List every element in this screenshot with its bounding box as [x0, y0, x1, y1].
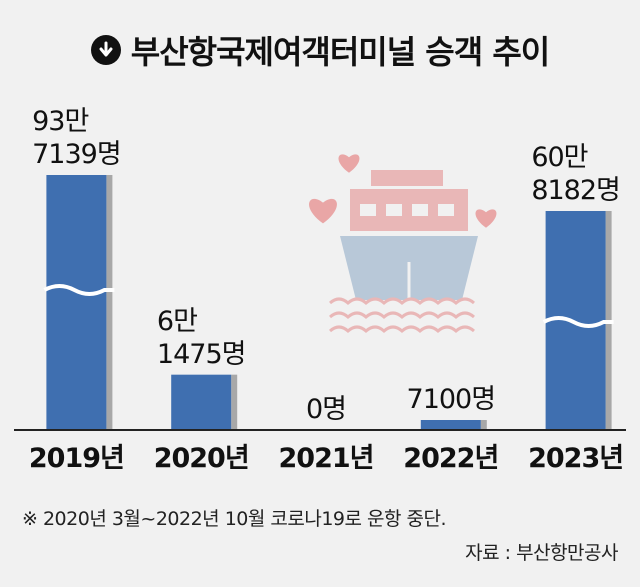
bar [46, 175, 107, 430]
chart-title-row: 부산항국제여객터미널 승객 추이 [0, 28, 640, 72]
chart-title: 부산항국제여객터미널 승객 추이 [130, 33, 550, 71]
ship-window [438, 204, 454, 216]
axis-break-mark [43, 284, 115, 296]
heart-icon [309, 198, 337, 224]
wave-line [329, 311, 475, 320]
bar-shadow [231, 374, 238, 430]
ship-funnel [371, 170, 443, 186]
data-label-line: 1475명 [156, 338, 247, 370]
data-label: 60만 8182명 [531, 141, 621, 207]
x-tick-label: 2020년 [153, 443, 250, 474]
wave-line [329, 325, 475, 334]
data-label: 7100명 [406, 383, 497, 416]
axis-break-mark [542, 316, 614, 328]
ship-window [386, 204, 402, 216]
x-tick-label: 2023년 [528, 443, 624, 474]
bars-group [43, 175, 614, 430]
bar [545, 211, 606, 430]
bar [420, 420, 481, 430]
data-label: 93만 7139명 [32, 105, 122, 171]
data-label-line: 6만 [156, 305, 198, 337]
heart-icon [338, 154, 360, 173]
source-credit: 자료 : 부산항만공사 [465, 542, 618, 564]
data-label-line: 60만 [531, 142, 588, 173]
bar-shadow [106, 175, 113, 430]
x-tick-label: 2021년 [278, 443, 375, 474]
footnote: ※ 2020년 3월~2022년 10월 코로나19로 운항 중단. [22, 508, 447, 530]
ship-illustration [309, 154, 497, 334]
wave-line [329, 297, 475, 306]
ship-window [412, 204, 428, 216]
heart-icon [475, 209, 497, 228]
x-tick-label: 2019년 [28, 443, 125, 474]
data-label-line: 8182명 [531, 175, 621, 206]
data-label: 6만 1475명 [156, 305, 247, 371]
x-tick-label: 2022년 [403, 443, 499, 474]
data-label: 0명 [305, 393, 347, 426]
ship-window [360, 204, 376, 216]
data-label-line: 7100명 [406, 384, 497, 415]
data-label-line: 93만 [32, 106, 89, 137]
bar-shadow [480, 420, 487, 430]
circle-down-arrow-icon [90, 35, 121, 65]
bar [171, 374, 232, 430]
data-label-line: 7139명 [32, 139, 122, 170]
data-label-line: 0명 [305, 394, 347, 425]
